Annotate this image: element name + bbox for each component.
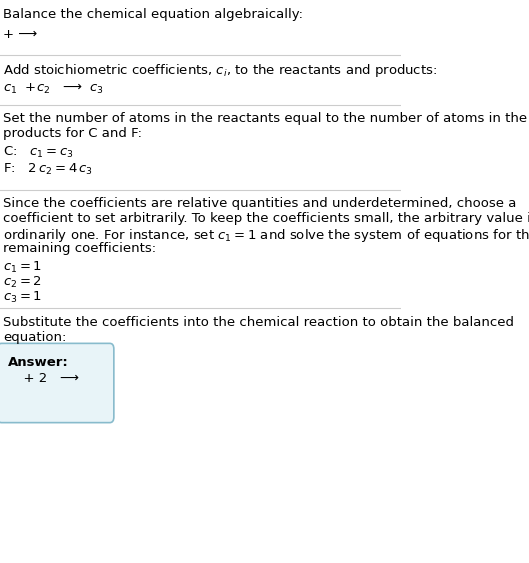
FancyBboxPatch shape	[0, 343, 114, 423]
Text: remaining coefficients:: remaining coefficients:	[3, 242, 156, 255]
Text: Add stoichiometric coefficients, $c_i$, to the reactants and products:: Add stoichiometric coefficients, $c_i$, …	[3, 62, 437, 79]
Text: coefficient to set arbitrarily. To keep the coefficients small, the arbitrary va: coefficient to set arbitrarily. To keep …	[3, 212, 529, 225]
Text: Answer:: Answer:	[7, 356, 68, 369]
Text: $c_1$  +$c_2$   ⟶  $c_3$: $c_1$ +$c_2$ ⟶ $c_3$	[3, 82, 104, 96]
Text: Substitute the coefficients into the chemical reaction to obtain the balanced: Substitute the coefficients into the che…	[3, 316, 514, 329]
Text: Balance the chemical equation algebraically:: Balance the chemical equation algebraica…	[3, 8, 303, 21]
Text: $c_2 = 2$: $c_2 = 2$	[3, 275, 42, 290]
Text: equation:: equation:	[3, 331, 67, 344]
Text: products for C and F:: products for C and F:	[3, 127, 142, 140]
Text: $c_1 = 1$: $c_1 = 1$	[3, 260, 42, 275]
Text: Since the coefficients are relative quantities and underdetermined, choose a: Since the coefficients are relative quan…	[3, 197, 516, 210]
Text: F:   $2\,c_2 = 4\,c_3$: F: $2\,c_2 = 4\,c_3$	[3, 162, 93, 177]
Text: + 2   ⟶: + 2 ⟶	[15, 372, 79, 385]
Text: C:   $c_1 = c_3$: C: $c_1 = c_3$	[3, 145, 74, 160]
Text: $c_3 = 1$: $c_3 = 1$	[3, 290, 42, 305]
Text: ordinarily one. For instance, set $c_1 = 1$ and solve the system of equations fo: ordinarily one. For instance, set $c_1 =…	[3, 227, 529, 244]
Text: Set the number of atoms in the reactants equal to the number of atoms in the: Set the number of atoms in the reactants…	[3, 112, 527, 125]
Text: + ⟶: + ⟶	[3, 28, 37, 41]
